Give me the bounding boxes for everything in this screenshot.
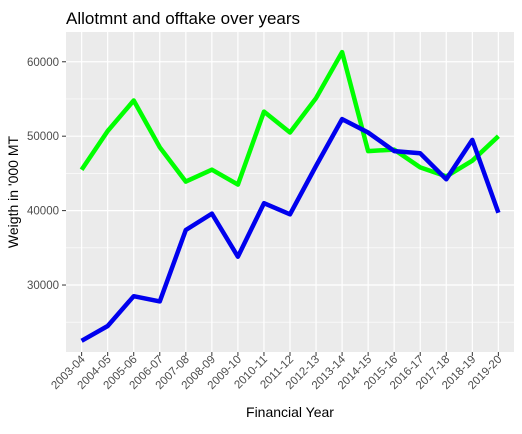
y-tick-label: 50000 <box>27 131 59 143</box>
series-lines <box>79 49 501 343</box>
y-tick-label: 60000 <box>27 57 59 69</box>
y-axis: 30000 40000 50000 60000 <box>27 57 66 292</box>
series-line-2 <box>80 116 501 343</box>
chart-title: Allotmnt and offtake over years <box>66 9 300 28</box>
y-axis-label: Weigth in '000 MT <box>5 135 21 248</box>
y-tick-label: 30000 <box>27 280 59 292</box>
x-axis: 2003-042004-052005-062006-072007-082008-… <box>49 352 504 392</box>
y-tick-label: 40000 <box>27 206 59 218</box>
x-axis-label: Financial Year <box>246 404 334 420</box>
series-line-1 <box>79 49 500 187</box>
gridlines <box>66 32 514 352</box>
